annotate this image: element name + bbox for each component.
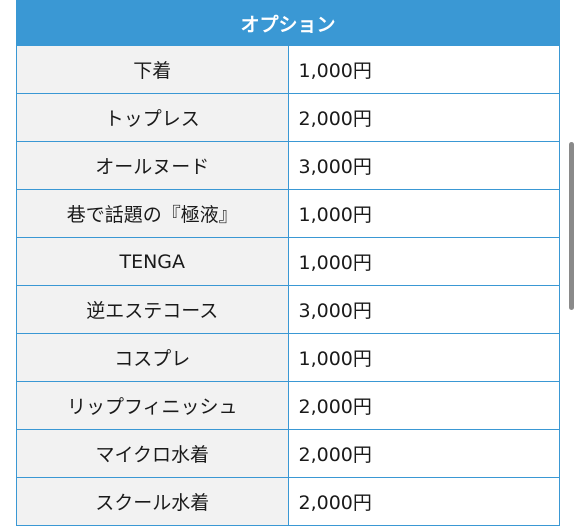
table-row: マイクロ水着 2,000円 xyxy=(16,429,560,478)
table-title: オプション xyxy=(16,0,560,46)
options-table: オプション 下着 1,000円 トップレス 2,000円 オールヌード 3,00… xyxy=(16,0,560,526)
option-name: リップフィニッシュ xyxy=(16,381,289,430)
option-price: 2,000円 xyxy=(287,477,560,526)
table-row: 下着 1,000円 xyxy=(16,45,560,94)
table-row: スクール水着 2,000円 xyxy=(16,477,560,526)
table-row: トップレス 2,000円 xyxy=(16,93,560,142)
option-price: 1,000円 xyxy=(287,237,560,286)
option-price: 1,000円 xyxy=(287,189,560,238)
table-row: 逆エステコース 3,000円 xyxy=(16,285,560,334)
table-row: リップフィニッシュ 2,000円 xyxy=(16,381,560,430)
option-name: コスプレ xyxy=(16,333,289,382)
option-name: 巷で話題の『極液』 xyxy=(16,189,289,238)
option-price: 3,000円 xyxy=(287,141,560,190)
table-row: 巷で話題の『極液』 1,000円 xyxy=(16,189,560,238)
option-name: オールヌード xyxy=(16,141,289,190)
option-price: 1,000円 xyxy=(287,333,560,382)
option-name: トップレス xyxy=(16,93,289,142)
option-name: マイクロ水着 xyxy=(16,429,289,478)
option-price: 1,000円 xyxy=(287,45,560,94)
option-name: TENGA xyxy=(16,237,289,286)
option-name: スクール水着 xyxy=(16,477,289,526)
option-price: 2,000円 xyxy=(287,381,560,430)
vertical-scrollbar[interactable] xyxy=(569,142,574,310)
option-name: 下着 xyxy=(16,45,289,94)
table-row: TENGA 1,000円 xyxy=(16,237,560,286)
option-price: 2,000円 xyxy=(287,93,560,142)
option-price: 2,000円 xyxy=(287,429,560,478)
option-name: 逆エステコース xyxy=(16,285,289,334)
table-row: コスプレ 1,000円 xyxy=(16,333,560,382)
option-price: 3,000円 xyxy=(287,285,560,334)
table-row: オールヌード 3,000円 xyxy=(16,141,560,190)
table-header-row: オプション xyxy=(16,0,560,46)
